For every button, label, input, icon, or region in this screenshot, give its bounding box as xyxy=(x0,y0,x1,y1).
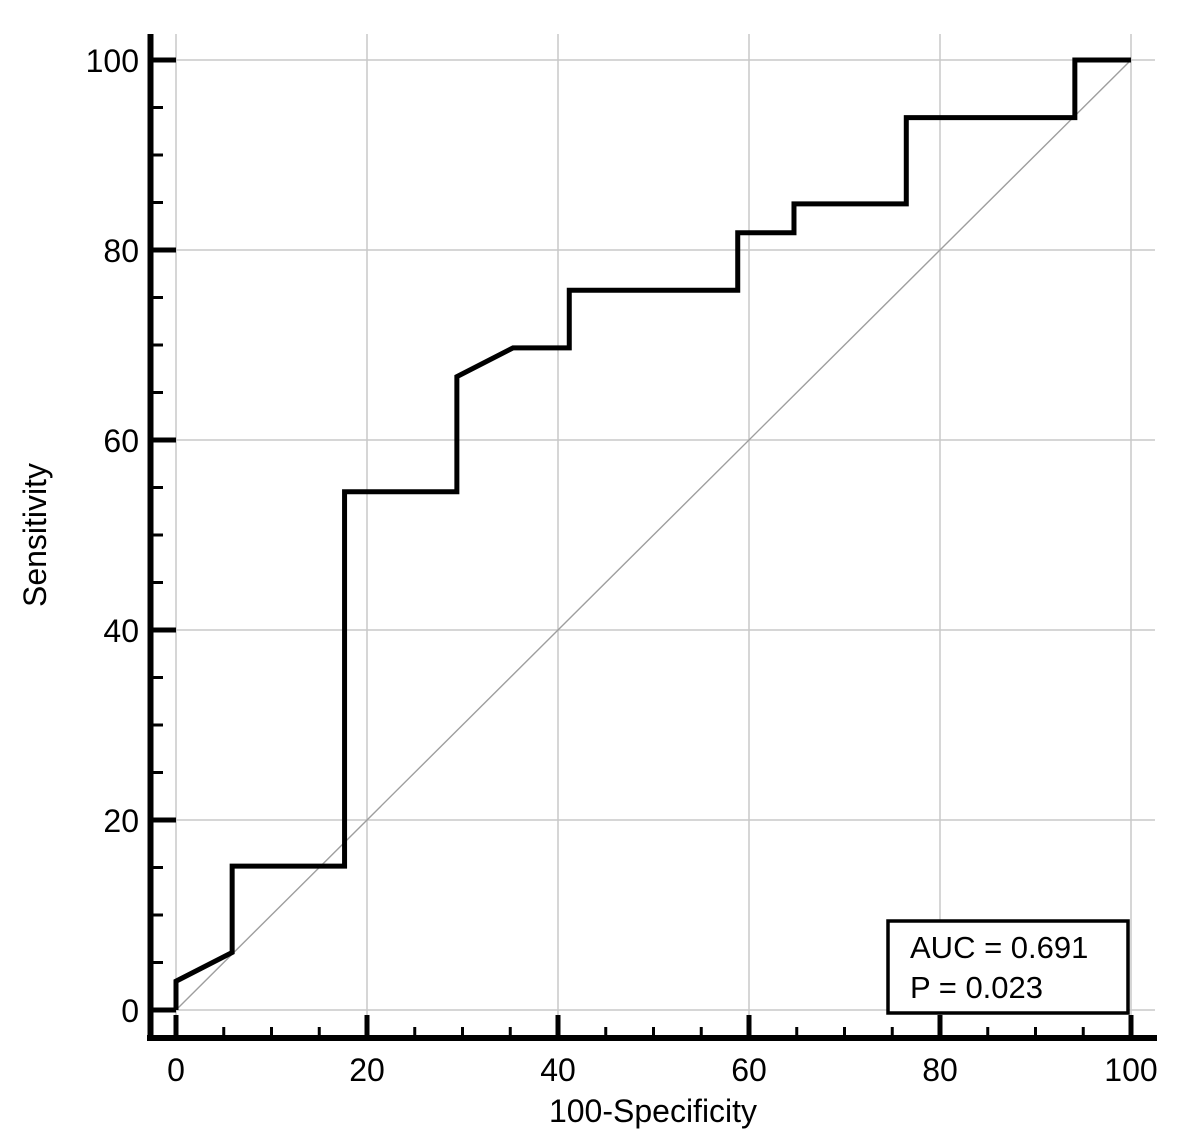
y-tick-label: 40 xyxy=(103,613,139,649)
gridlines xyxy=(153,34,1155,1035)
p-value-text: P = 0.023 xyxy=(910,970,1043,1005)
x-tick-label: 80 xyxy=(922,1052,958,1088)
y-tick-label: 80 xyxy=(103,233,139,269)
x-tick-label: 40 xyxy=(540,1052,576,1088)
y-tick-labels: 0 20 40 60 80 100 xyxy=(86,43,139,1029)
x-axis-label: 100-Specificity xyxy=(549,1093,757,1129)
auc-annotation-box: AUC = 0.691 P = 0.023 xyxy=(886,919,1130,1015)
x-tick-label: 0 xyxy=(167,1052,185,1088)
y-tick-label: 20 xyxy=(103,803,139,839)
y-axis-label: Sensitivity xyxy=(17,463,53,607)
x-tick-labels: 0 20 40 60 80 100 xyxy=(167,1052,1158,1088)
y-tick-label: 0 xyxy=(121,993,139,1029)
x-tick-label: 20 xyxy=(349,1052,385,1088)
annotation-box-border xyxy=(886,919,1130,1015)
auc-value-text: AUC = 0.691 xyxy=(910,930,1088,965)
x-tick-label: 100 xyxy=(1104,1052,1157,1088)
roc-curve-series xyxy=(173,57,1131,1010)
axis-ticks xyxy=(150,57,1134,1038)
chance-diagonal-line xyxy=(175,59,1132,1011)
x-tick-label: 60 xyxy=(731,1052,767,1088)
y-tick-label: 60 xyxy=(103,423,139,459)
y-tick-label: 100 xyxy=(86,43,139,79)
